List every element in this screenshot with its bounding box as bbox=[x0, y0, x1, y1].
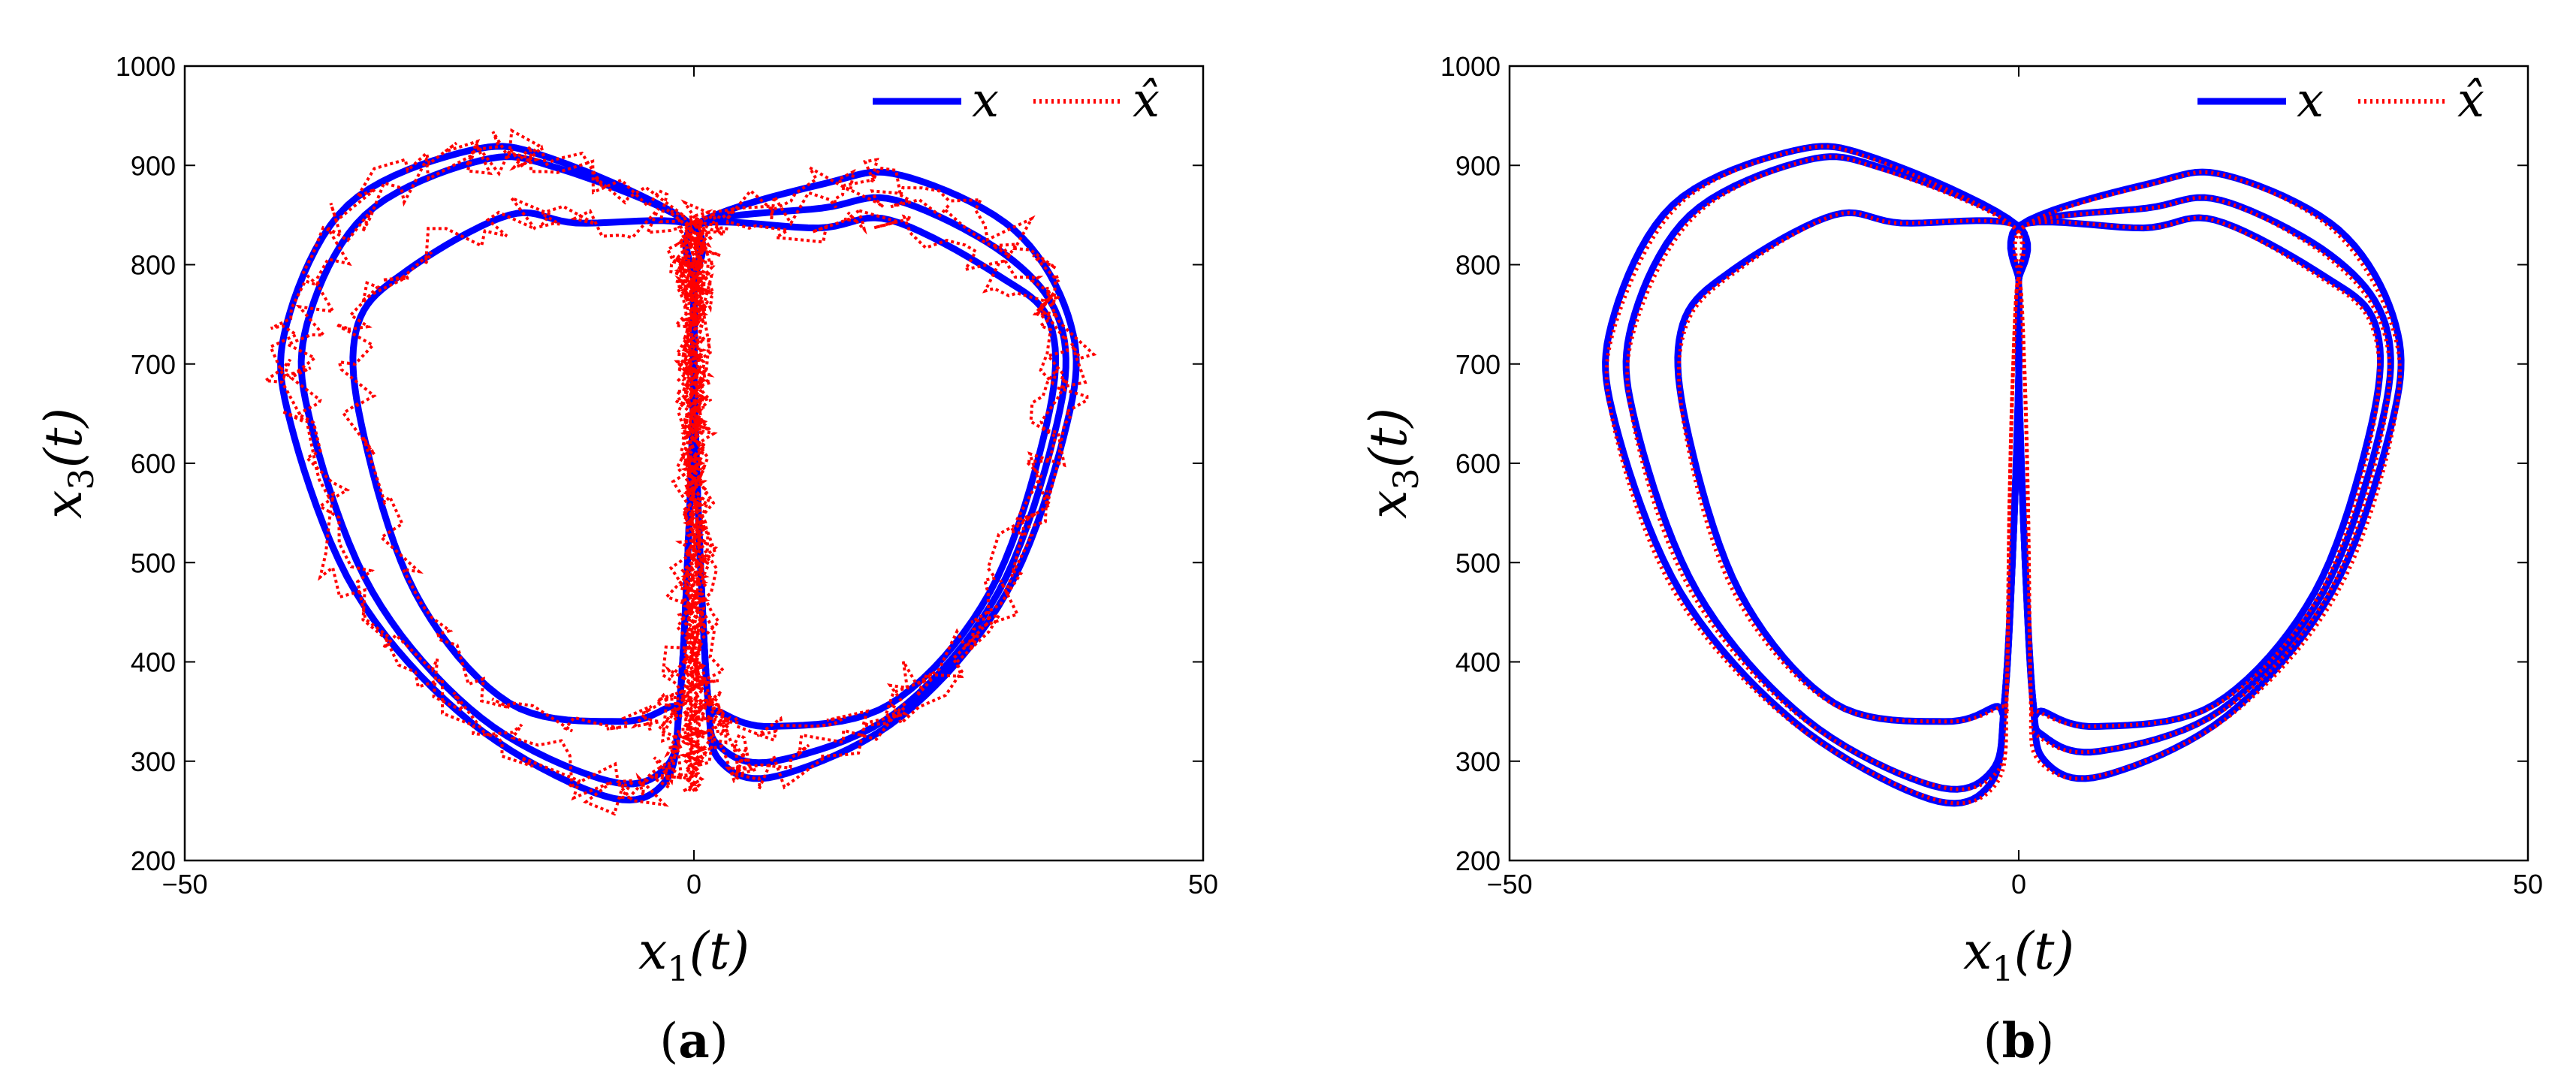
y-axis-label-arg: (t) bbox=[35, 408, 94, 468]
y-tick-label: 900 bbox=[131, 150, 176, 181]
y-axis-label: x3(t) bbox=[35, 408, 101, 519]
legend-label-x: x bbox=[2297, 73, 2324, 128]
y-tick-label: 200 bbox=[131, 845, 176, 876]
legend-label-x: x bbox=[972, 73, 999, 128]
y-tick-label: 200 bbox=[1455, 845, 1501, 876]
panel-label-b: (b) bbox=[1983, 1013, 2055, 1069]
y-tick-label: 500 bbox=[1455, 547, 1501, 578]
y-tick-label: 500 bbox=[131, 547, 176, 578]
x-axis-label: x1(t) bbox=[1963, 922, 2074, 989]
trajectory-layer bbox=[261, 128, 1097, 816]
y-axis-label-sub: 3 bbox=[61, 468, 101, 490]
y-tick-label: 300 bbox=[1455, 746, 1501, 777]
y-axis-label-main: x bbox=[35, 490, 94, 519]
panel-label-a: (a) bbox=[659, 1013, 728, 1069]
y-tick-label: 900 bbox=[1455, 150, 1501, 181]
y-tick-label: 700 bbox=[1455, 349, 1501, 380]
y-axis-label-sub: 3 bbox=[1386, 468, 1426, 490]
y-tick-label: 800 bbox=[131, 250, 176, 281]
y-tick-label: 700 bbox=[131, 349, 176, 380]
series-x-trajectory bbox=[1674, 209, 2029, 725]
y-tick-label: 400 bbox=[1455, 647, 1501, 678]
x-axis-label-arg: (t) bbox=[689, 922, 750, 981]
panel-letter-a: a bbox=[678, 1013, 709, 1069]
y-axis-label-main: x bbox=[1359, 490, 1419, 519]
x-axis-label-main: x bbox=[638, 922, 667, 981]
y-tick-label: 800 bbox=[1455, 250, 1501, 281]
x-axis-label-arg: (t) bbox=[2014, 922, 2074, 981]
panel-letter-b: b bbox=[2002, 1013, 2036, 1069]
legend: x x̂ bbox=[873, 73, 1160, 128]
y-axis-label: x3(t) bbox=[1359, 408, 1426, 519]
x-axis-label: x1(t) bbox=[638, 922, 750, 989]
x-tick-label: 50 bbox=[1188, 869, 1218, 900]
y-tick-label: 600 bbox=[131, 448, 176, 479]
y-tick-label: 300 bbox=[131, 746, 176, 777]
y-tick-label: 1000 bbox=[116, 51, 176, 82]
y-tick-label: 600 bbox=[1455, 448, 1501, 479]
series-xhat-trajectory bbox=[665, 184, 1071, 775]
legend: x x̂ bbox=[2197, 73, 2484, 128]
legend-label-xhat: x̂ bbox=[2457, 73, 2484, 128]
x-axis-label-sub: 1 bbox=[667, 948, 689, 989]
x-tick-label: −50 bbox=[161, 869, 207, 900]
tick-layer: −50 0 50 200 300 400 500 600 700 800 900 1000 bbox=[1440, 51, 2543, 900]
series-xhat-trajectory bbox=[672, 158, 1097, 790]
trajectory-layer bbox=[1602, 143, 2405, 807]
y-tick-label: 400 bbox=[131, 647, 176, 678]
tick-layer: −50 0 50 200 300 400 500 600 700 800 900 1000 bbox=[116, 51, 1218, 900]
y-tick-label: 1000 bbox=[1440, 51, 1501, 82]
series-x-trajectory bbox=[2007, 214, 2384, 730]
x-tick-label: 50 bbox=[2513, 869, 2543, 900]
series-xhat-trajectory bbox=[261, 128, 721, 816]
x-tick-label: −50 bbox=[1486, 869, 1532, 900]
series-xhat-trunk bbox=[679, 218, 708, 792]
x-axis-label-main: x bbox=[1963, 922, 1992, 981]
y-axis-label-arg: (t) bbox=[1359, 408, 1419, 468]
x-axis-label-sub: 1 bbox=[1992, 948, 2013, 989]
legend-label-xhat: x̂ bbox=[1133, 73, 1160, 128]
x-tick-label: 0 bbox=[2011, 869, 2026, 900]
series-xhat-trajectory bbox=[336, 194, 721, 733]
series-xhat-trunk bbox=[678, 218, 710, 792]
x-tick-label: 0 bbox=[686, 869, 701, 900]
